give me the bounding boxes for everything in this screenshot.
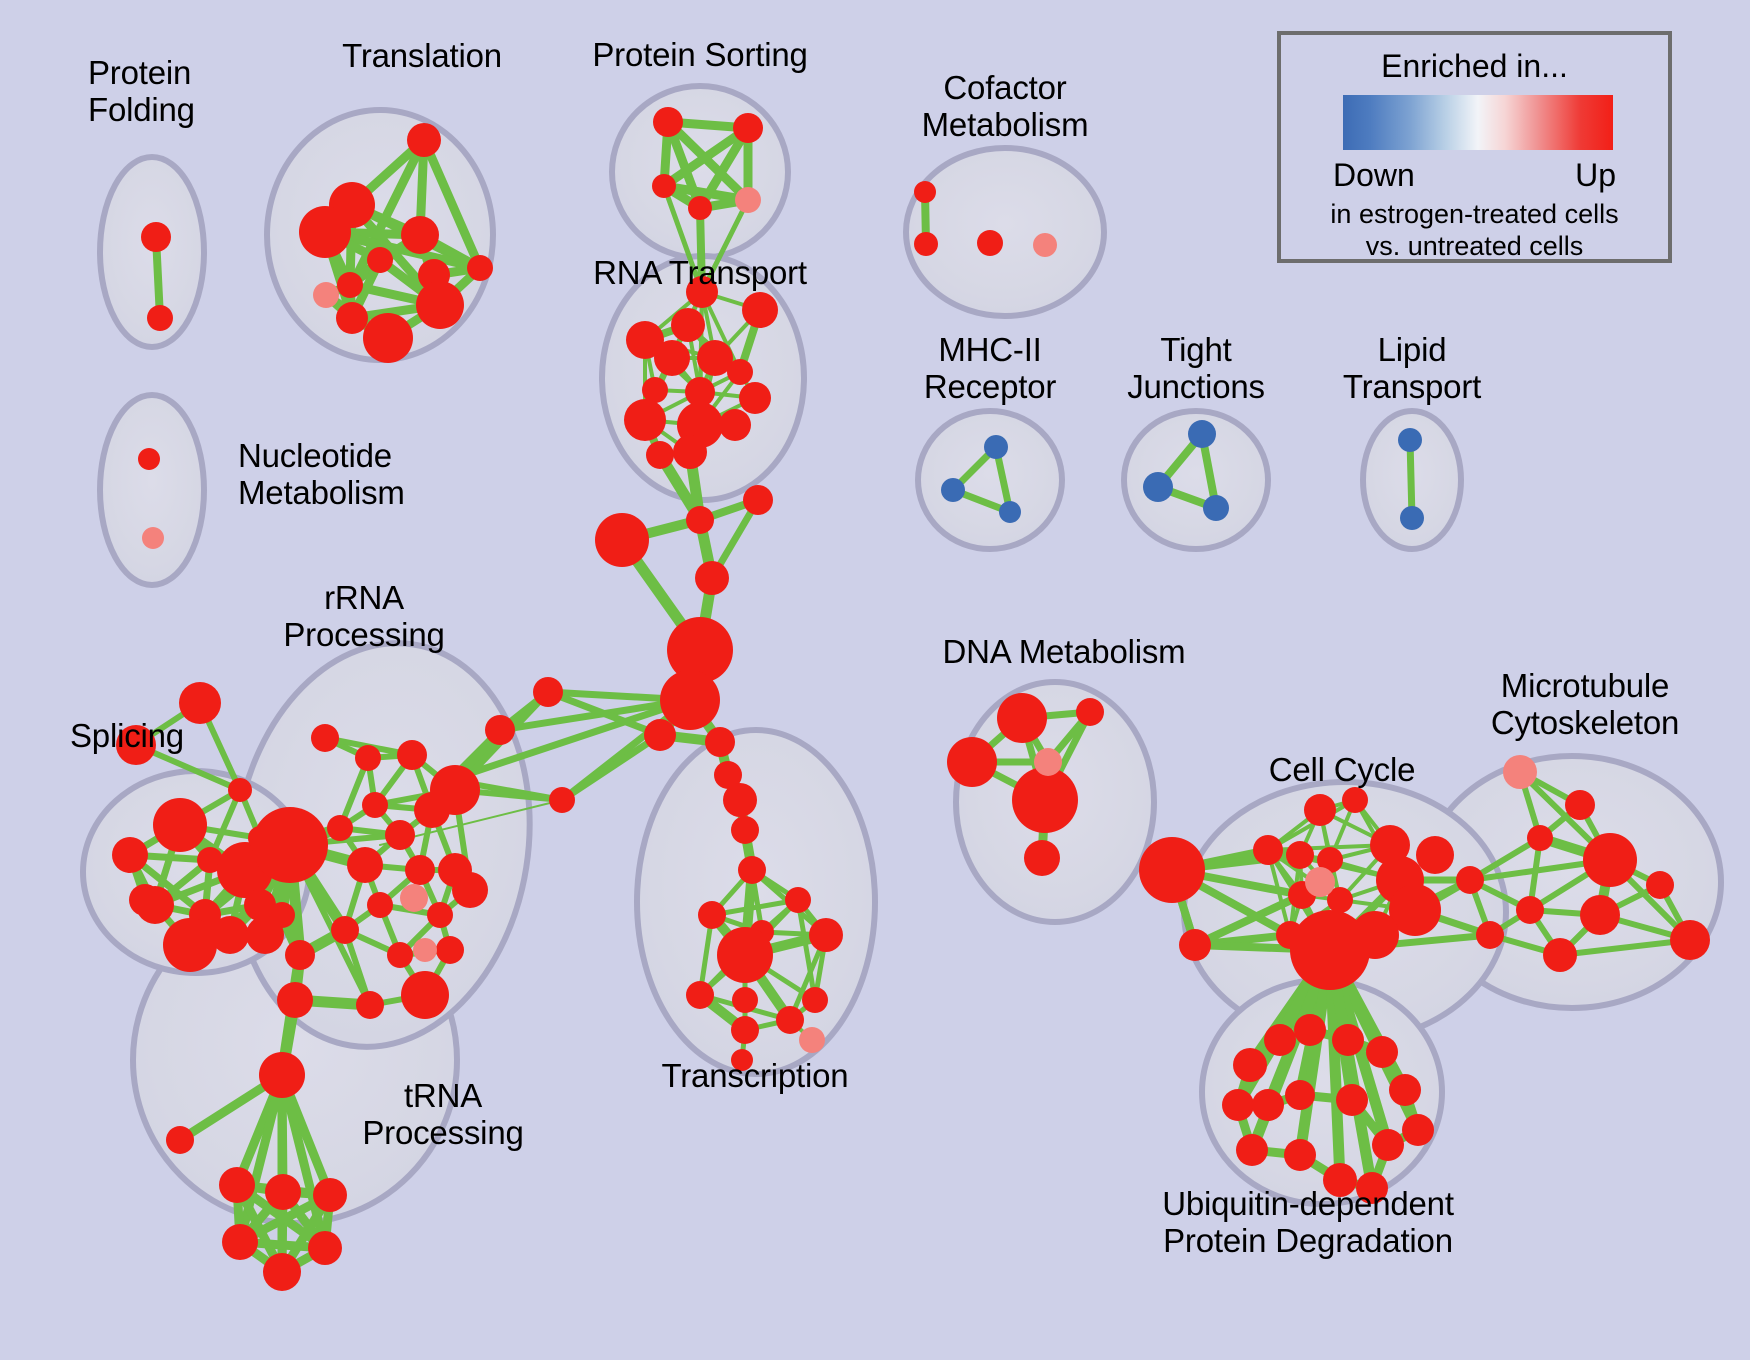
cluster-label-tight-junctions: Tight Junctions — [1127, 331, 1265, 405]
legend-subtitle-line2: vs. untreated cells — [1365, 231, 1584, 261]
cluster-label-splicing: Splicing — [70, 717, 184, 754]
cluster-label-cofactor-metabolism: Cofactor Metabolism — [921, 69, 1089, 143]
hull-protein-folding — [97, 154, 207, 350]
cluster-label-protein-sorting: Protein Sorting — [592, 36, 808, 73]
cluster-label-microtubule-cytoskeleton: Microtubule Cytoskeleton — [1490, 667, 1680, 741]
legend-title: Enriched in... — [1381, 48, 1568, 84]
legend-low-label: Down — [1333, 157, 1415, 193]
cluster-label-rrna-processing: rRNA Processing — [283, 579, 445, 653]
cluster-label-cell-cycle: Cell Cycle — [1268, 751, 1416, 788]
legend-subtitle-line1: in estrogen-treated cells — [1330, 199, 1619, 229]
hull-mhc-ii-receptor — [915, 408, 1065, 552]
cluster-label-lipid-transport: Lipid Transport — [1342, 331, 1482, 405]
cluster-label-trna-processing: tRNA Processing — [362, 1077, 524, 1151]
hull-nucleotide-metabolism — [97, 392, 207, 588]
legend-color-bar — [1343, 95, 1613, 150]
cluster-label-dna-metabolism: DNA Metabolism — [942, 633, 1186, 670]
cluster-label-transcription: Transcription — [661, 1057, 849, 1094]
cluster-label-rna-transport: RNA Transport — [593, 254, 807, 291]
cluster-label-mhc-ii-receptor: MHC-II Receptor — [923, 331, 1057, 405]
hull-tight-junctions — [1121, 408, 1271, 552]
legend-high-label: Up — [1575, 157, 1616, 193]
legend-panel: Enriched in... Down Up in estrogen-treat… — [1277, 31, 1672, 263]
cluster-label-ubiquitin-degradation: Ubiquitin-dependent Protein Degradation — [1162, 1185, 1454, 1259]
cluster-label-protein-folding: Protein Folding — [88, 54, 195, 128]
cluster-label-nucleotide-metabolism: Nucleotide Metabolism — [238, 437, 405, 511]
cluster-label-translation: Translation — [342, 37, 502, 74]
network-nodes — [112, 107, 1710, 1291]
hull-cofactor-metabolism — [903, 145, 1107, 319]
